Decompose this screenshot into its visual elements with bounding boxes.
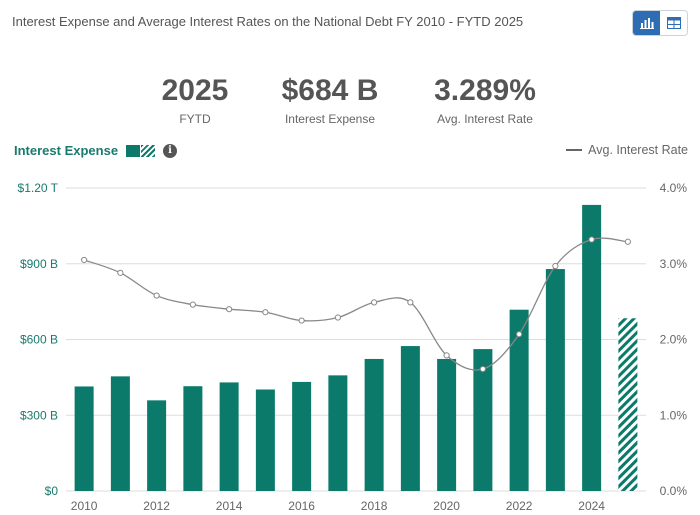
- avg-rate-point: [516, 331, 523, 338]
- avg-rate-point: [189, 301, 196, 308]
- legend-avg-interest-rate-label: Avg. Interest Rate: [588, 143, 688, 157]
- bar-series: [74, 204, 638, 492]
- y-left-tick-label: $1.20 T: [18, 181, 59, 195]
- x-tick-label: 2010: [71, 499, 98, 513]
- stat-avg-interest-rate: 3.289% Avg. Interest Rate: [415, 74, 555, 126]
- legend-solid-swatch: [126, 144, 141, 157]
- y-right-tick-label: 3.0%: [660, 257, 688, 271]
- avg-rate-point: [334, 314, 341, 321]
- chart-view-button[interactable]: [633, 11, 660, 35]
- avg-rate-point: [226, 306, 233, 313]
- bar: [74, 386, 94, 491]
- y-right-tick-label: 0.0%: [660, 484, 688, 498]
- avg-rate-point: [624, 238, 631, 245]
- x-tick-label: 2020: [433, 499, 460, 513]
- bar: [400, 346, 420, 491]
- x-tick-label: 2022: [506, 499, 533, 513]
- avg-rate-line: [83, 237, 628, 371]
- y-left-tick-label: $300 B: [20, 408, 58, 422]
- bar: [183, 386, 203, 491]
- table-view-button[interactable]: [660, 11, 687, 35]
- legend-line-swatch: [566, 149, 583, 151]
- avg-rate-point: [407, 299, 414, 306]
- x-tick-label: 2018: [361, 499, 388, 513]
- y-right-tick-label: 2.0%: [660, 333, 688, 347]
- bar-partial-year: [618, 318, 638, 491]
- chart-title: Interest Expense and Average Interest Ra…: [12, 14, 524, 29]
- bar: [219, 382, 239, 491]
- line-series: [81, 236, 631, 373]
- bar: [110, 376, 130, 491]
- legend-interest-expense-label: Interest Expense: [14, 143, 119, 158]
- x-tick-label: 2016: [288, 499, 315, 513]
- bar: [255, 389, 275, 491]
- x-tick-label: 2012: [143, 499, 170, 513]
- bar: [147, 400, 167, 491]
- stat-interest-expense-value: $684 B: [281, 74, 379, 107]
- table-icon: [666, 17, 681, 29]
- bar: [509, 309, 529, 491]
- legend-interest-expense: Interest Expense i: [14, 143, 178, 158]
- info-icon[interactable]: i: [163, 143, 178, 158]
- avg-rate-point: [298, 317, 305, 324]
- bar: [437, 358, 457, 491]
- avg-rate-point: [153, 292, 160, 299]
- x-tick-label: 2024: [578, 499, 605, 513]
- bar: [545, 269, 565, 491]
- bar-chart-icon: [639, 18, 654, 29]
- avg-rate-point: [588, 236, 595, 243]
- stat-avg-interest-rate-value: 3.289%: [434, 74, 536, 107]
- avg-rate-point: [479, 365, 486, 373]
- avg-rate-point: [443, 352, 450, 359]
- stat-interest-expense-label: Interest Expense: [284, 112, 376, 126]
- legend-hatched-swatch: [141, 144, 156, 157]
- stat-fiscal-year-label: FYTD: [179, 112, 211, 126]
- bar: [582, 204, 602, 492]
- avg-rate-point: [117, 269, 124, 276]
- avg-rate-point: [371, 299, 378, 306]
- bar: [328, 375, 348, 491]
- bar: [473, 349, 493, 491]
- stat-avg-interest-rate-label: Avg. Interest Rate: [437, 112, 533, 126]
- avg-rate-point: [81, 256, 88, 264]
- y-right-tick-label: 1.0%: [660, 408, 688, 422]
- avg-rate-point: [262, 309, 269, 316]
- stat-fiscal-year: 2025 FYTD: [150, 74, 240, 126]
- y-left-tick-label: $900 B: [20, 257, 58, 271]
- avg-rate-point: [552, 262, 559, 270]
- y-right-tick-label: 4.0%: [660, 181, 688, 195]
- x-tick-label: 2014: [216, 499, 243, 513]
- y-left-tick-label: $0: [45, 484, 59, 498]
- bar: [364, 358, 384, 491]
- bar: [292, 381, 312, 491]
- axis-labels: $0 $300 B $600 B $900 B $1.20 T 0.0% 1.0% 2.0% 3…: [18, 181, 688, 513]
- y-left-tick-label: $600 B: [20, 333, 58, 347]
- legend-avg-interest-rate: Avg. Interest Rate: [566, 143, 688, 157]
- view-toggle[interactable]: [632, 10, 688, 36]
- stat-fiscal-year-value: 2025: [161, 74, 229, 107]
- legend-bar-swatch: [126, 144, 156, 157]
- stat-interest-expense: $684 B Interest Expense: [260, 74, 400, 126]
